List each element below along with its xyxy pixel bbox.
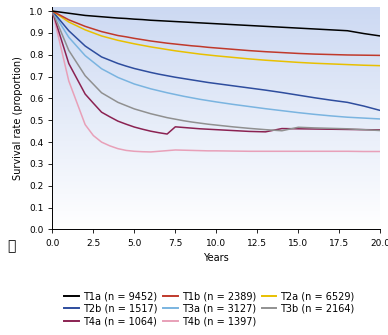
X-axis label: Years: Years (203, 253, 229, 263)
Text: Ⓐ: Ⓐ (8, 240, 16, 254)
Legend: T1a (n = 9452), T2b (n = 1517), T4a (n = 1064), T1b (n = 2389), T3a (n = 3127), : T1a (n = 9452), T2b (n = 1517), T4a (n =… (61, 287, 359, 330)
Y-axis label: Survival rate (proportion): Survival rate (proportion) (14, 56, 23, 180)
